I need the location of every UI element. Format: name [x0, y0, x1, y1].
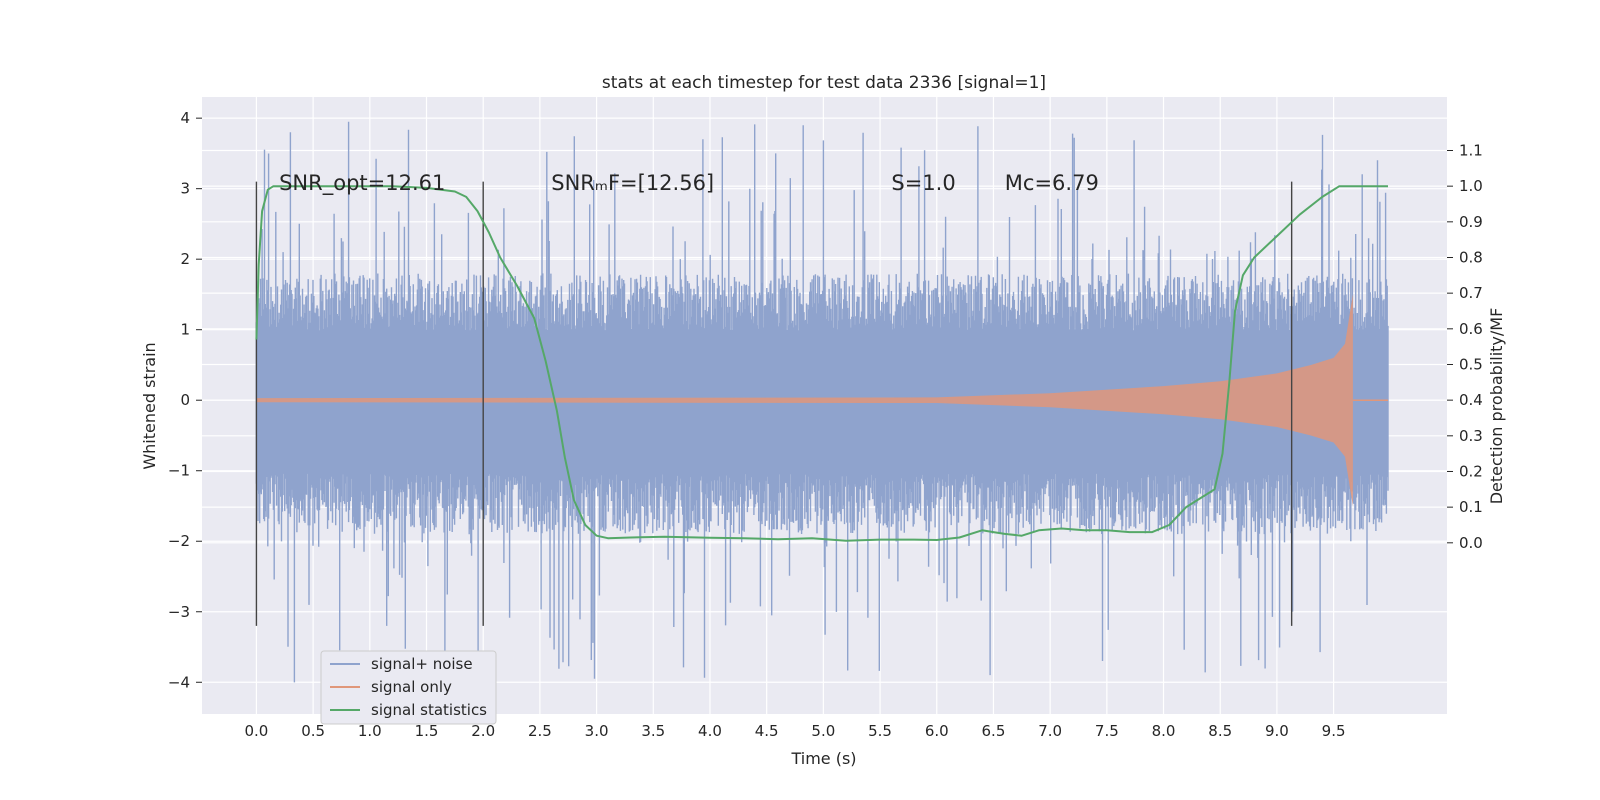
y-tick-label: 4: [180, 109, 190, 127]
x-tick-label: 0.0: [244, 722, 268, 740]
right-tick-labels: 0.0 0.1 0.2 0.3 0.4 0.5 0.6 0.7 0.8 0.9 1.0 1.1: [1447, 141, 1483, 552]
y-tick-label: −1: [168, 462, 190, 480]
right-tick-label: 0.4: [1459, 391, 1483, 409]
legend-box: [320, 650, 497, 725]
annotation-3: Mc=6.79: [1005, 171, 1099, 195]
x-tick-label: 2.5: [528, 722, 552, 740]
x-tick-label: 6.5: [982, 722, 1006, 740]
signal-chirp-envelope: [256, 294, 1353, 506]
x-tick-label: 5.0: [811, 722, 835, 740]
annotation-1: SNRₘF=[12.56]: [551, 171, 714, 195]
signal-series: [256, 294, 1389, 506]
stats-series: [255, 185, 1388, 542]
x-tick-label: 6.0: [925, 722, 949, 740]
right-tick-label: 0.1: [1459, 498, 1483, 516]
x-tick-label: 0.5: [301, 722, 325, 740]
right-tick-label: 0.6: [1459, 320, 1483, 338]
y-tick-label: −3: [168, 603, 190, 621]
y-axis-label: Whitened strain: [140, 342, 159, 469]
annotation-2: S=1.0: [891, 171, 955, 195]
x-tick-label: 7.5: [1095, 722, 1119, 740]
x-tick-label: 7.0: [1038, 722, 1062, 740]
y-tick-label: −4: [168, 673, 190, 691]
x-tick-label: 5.5: [868, 722, 892, 740]
x-tick-label: 3.0: [585, 722, 609, 740]
legend-label-stats: signal statistics: [371, 701, 487, 719]
right-axis-label: Detection probability/MF: [1487, 308, 1506, 505]
annotation-0: SNR_opt=12.61: [279, 171, 445, 196]
right-tick-label: 0.5: [1459, 355, 1483, 373]
marker-lines: [255, 181, 1293, 626]
y-tick-label: 0: [180, 391, 190, 409]
x-tick-label: 1.5: [415, 722, 439, 740]
x-tick-label: 2.0: [471, 722, 495, 740]
x-axis-label: Time (s): [790, 749, 856, 768]
right-tick-label: 0.3: [1459, 427, 1483, 445]
x-tick-label: 3.5: [641, 722, 665, 740]
y-tick-label: 3: [180, 180, 190, 198]
legend-label-signal: signal only: [371, 678, 452, 696]
y-tick-labels: −4 −3 −2 −1 0 1 2 3 4: [168, 109, 202, 691]
right-tick-label: 1.0: [1459, 177, 1483, 195]
right-tick-label: 0.2: [1459, 462, 1483, 480]
x-tick-label: 9.5: [1322, 722, 1346, 740]
right-tick-label: 0.0: [1459, 534, 1483, 552]
chart-title: stats at each timestep for test data 233…: [602, 73, 1046, 93]
x-tick-labels: 0.0 0.5 1.0 1.5 2.0 2.5 3.0 3.5 4.0 4.5 5.0 5.5 6.0 6…: [244, 722, 1345, 740]
right-tick-label: 1.1: [1459, 141, 1483, 159]
x-tick-label: 8.5: [1208, 722, 1232, 740]
legend: signal+ noise signal only signal statist…: [320, 650, 497, 725]
legend-label-noise: signal+ noise: [371, 655, 473, 673]
right-tick-label: 0.7: [1459, 284, 1483, 302]
x-tick-label: 4.0: [698, 722, 722, 740]
stats-line: [255, 185, 1388, 542]
right-tick-label: 0.9: [1459, 213, 1483, 231]
right-tick-label: 0.8: [1459, 248, 1483, 266]
x-tick-label: 1.0: [358, 722, 382, 740]
x-tick-label: 4.5: [755, 722, 779, 740]
y-tick-label: −2: [168, 532, 190, 550]
x-tick-label: 9.0: [1265, 722, 1289, 740]
y-tick-label: 2: [180, 250, 190, 268]
annotations: SNR_opt=12.61 SNRₘF=[12.56] S=1.0 Mc=6.79: [279, 171, 1099, 196]
y-tick-label: 1: [180, 321, 190, 339]
x-tick-label: 8.0: [1152, 722, 1176, 740]
